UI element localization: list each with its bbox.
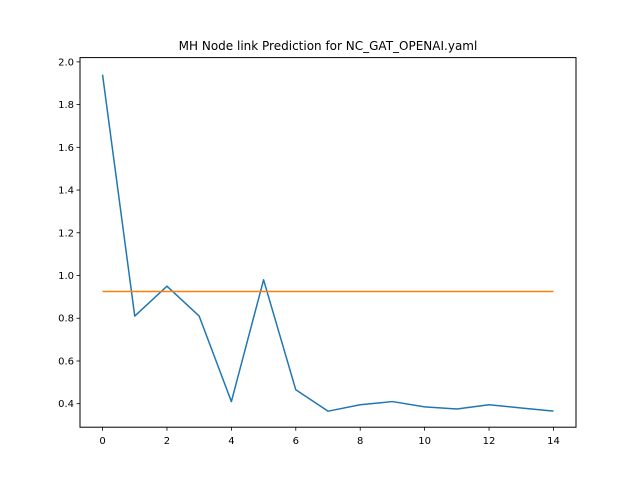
- chart-title: MH Node link Prediction for NC_GAT_OPENA…: [179, 39, 478, 53]
- x-tick-label: 8: [357, 436, 363, 447]
- y-tick-label: 0.6: [58, 356, 74, 367]
- y-tick-label: 0.8: [58, 314, 74, 325]
- x-tick-label: 2: [164, 436, 170, 447]
- x-tick-label: 4: [228, 436, 234, 447]
- plot-area: [101, 74, 554, 412]
- y-tick-label: 1.2: [58, 228, 74, 239]
- x-tick-label: 10: [418, 436, 431, 447]
- axes-frame: [79, 57, 577, 428]
- x-tick-label: 0: [99, 436, 105, 447]
- y-tick-label: 1.0: [58, 271, 74, 282]
- y-tick-label: 1.6: [58, 143, 74, 154]
- y-tick-label: 0.4: [58, 399, 74, 410]
- series-line-0: [101, 74, 554, 412]
- y-tick-label: 2.0: [58, 57, 74, 68]
- y-tick-label: 1.8: [58, 100, 74, 111]
- y-axis: 0.4 0.6 0.8 1.0 1.2 1.4 1.6 1.8 2.0: [58, 57, 80, 410]
- x-tick-label: 6: [293, 436, 299, 447]
- y-tick-label: 1.4: [58, 186, 74, 197]
- x-tick-label: 14: [547, 436, 560, 447]
- x-tick-label: 12: [483, 436, 496, 447]
- x-axis: 0 2 4 6 8 10 12 14: [99, 427, 560, 447]
